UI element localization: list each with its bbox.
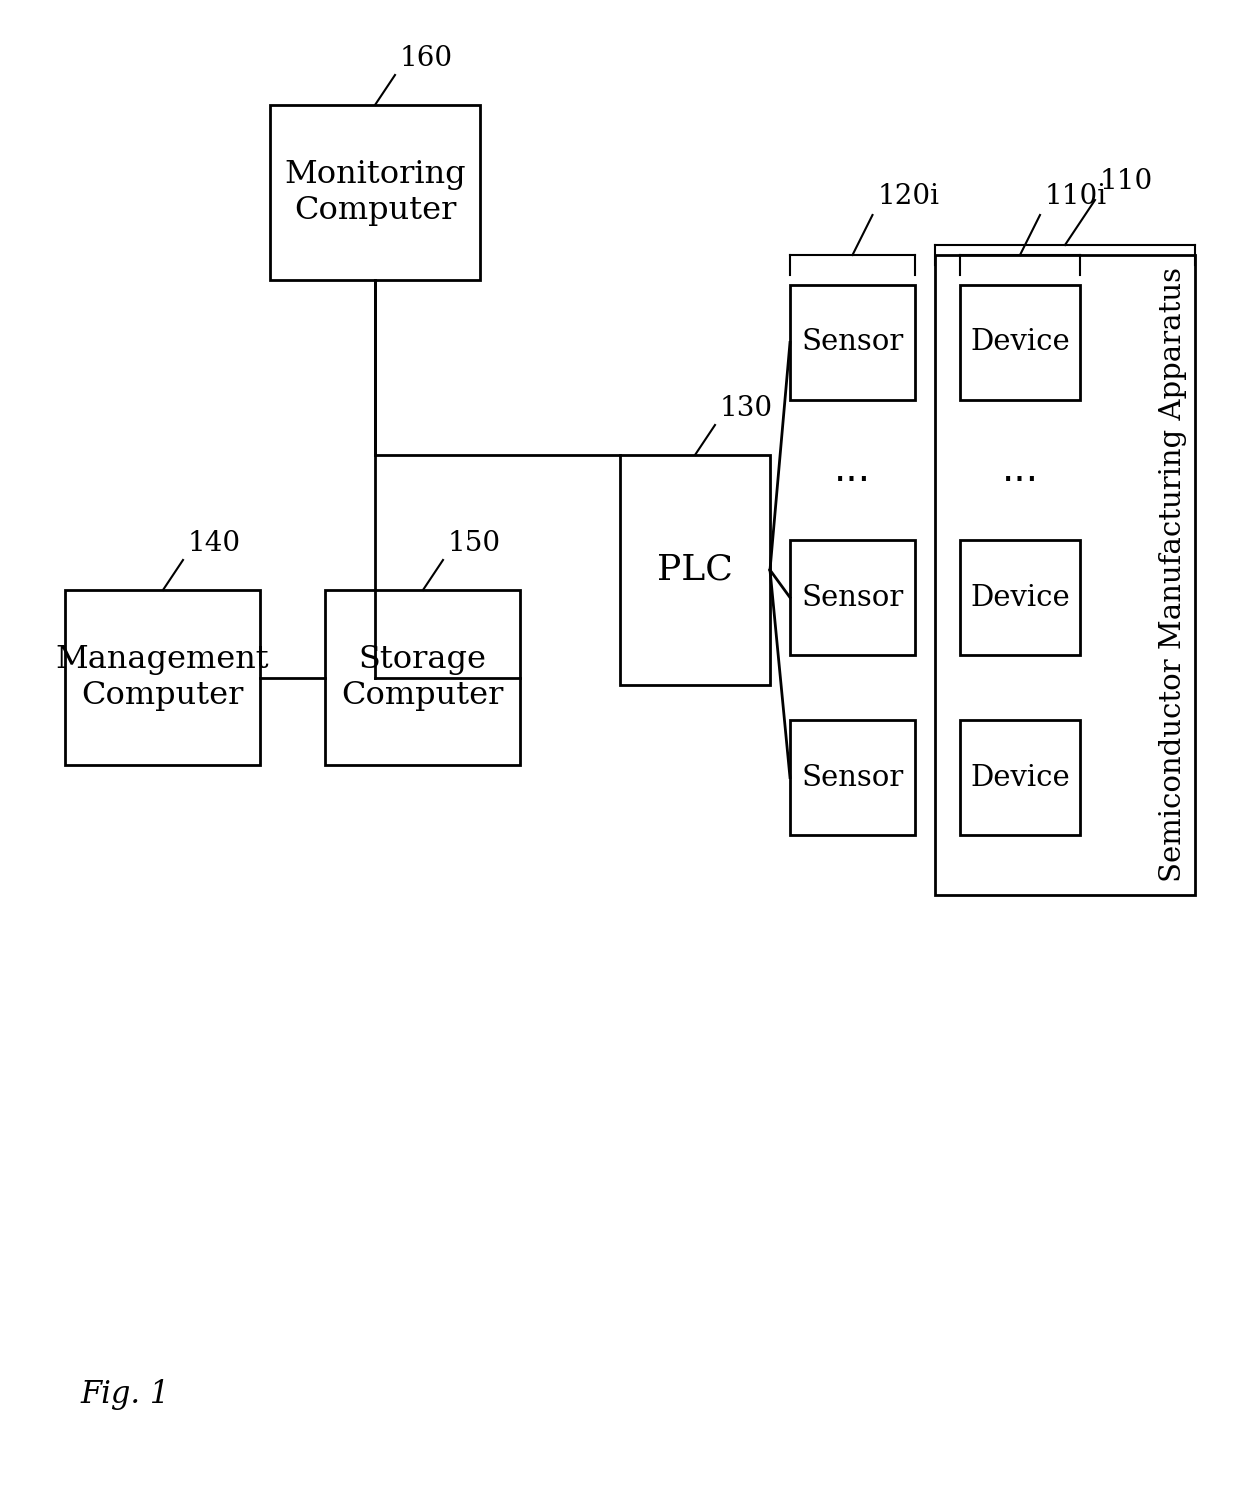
Text: Semiconductor Manufacturing Apparatus: Semiconductor Manufacturing Apparatus	[1159, 267, 1187, 882]
Text: 160: 160	[401, 45, 453, 72]
Text: 110: 110	[1100, 169, 1153, 196]
Text: Device: Device	[970, 763, 1070, 791]
Text: 110i: 110i	[1045, 184, 1107, 211]
Text: ...: ...	[835, 451, 870, 490]
Text: Monitoring
Computer: Monitoring Computer	[284, 160, 466, 225]
Bar	[270, 105, 480, 281]
Text: 130: 130	[720, 396, 773, 423]
Bar	[960, 720, 1080, 835]
Text: Management
Computer: Management Computer	[56, 643, 269, 711]
Text: 120i: 120i	[878, 184, 940, 211]
Bar	[620, 455, 770, 685]
Bar	[790, 540, 915, 655]
Bar	[325, 590, 520, 764]
Bar	[790, 285, 915, 400]
Text: Fig. 1: Fig. 1	[81, 1380, 169, 1409]
Text: PLC: PLC	[657, 552, 733, 587]
Text: Sensor: Sensor	[801, 584, 904, 612]
Text: Storage
Computer: Storage Computer	[341, 643, 503, 711]
Bar	[64, 590, 260, 764]
Text: Sensor: Sensor	[801, 328, 904, 357]
Text: 140: 140	[188, 530, 241, 557]
Text: 150: 150	[448, 530, 501, 557]
Bar	[935, 255, 1195, 894]
Text: Device: Device	[970, 328, 1070, 357]
Text: ...: ...	[1002, 451, 1039, 490]
Text: Sensor: Sensor	[801, 763, 904, 791]
Bar	[960, 285, 1080, 400]
Bar	[960, 540, 1080, 655]
Bar	[790, 720, 915, 835]
Text: Device: Device	[970, 584, 1070, 612]
